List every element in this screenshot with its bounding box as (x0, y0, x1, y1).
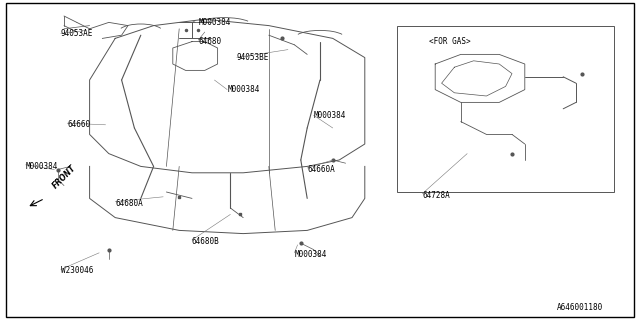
Text: 94053AE: 94053AE (61, 29, 93, 38)
Text: W230046: W230046 (61, 266, 93, 275)
Text: 64728A: 64728A (422, 191, 450, 200)
Text: FRONT: FRONT (51, 163, 78, 190)
Text: 64660A: 64660A (307, 165, 335, 174)
Text: M000384: M000384 (198, 18, 231, 27)
Bar (397, 26, 614, 192)
Text: 94053BE: 94053BE (237, 53, 269, 62)
Text: M000384: M000384 (227, 85, 260, 94)
Text: 64680: 64680 (198, 37, 221, 46)
Text: 64680A: 64680A (115, 199, 143, 208)
Text: M000384: M000384 (26, 162, 58, 171)
Text: M000384: M000384 (294, 250, 327, 259)
Text: <FOR GAS>: <FOR GAS> (429, 37, 470, 46)
Text: 64660: 64660 (67, 120, 90, 129)
Text: M000384: M000384 (314, 111, 346, 120)
Text: A646001180: A646001180 (557, 303, 603, 312)
Text: 64680B: 64680B (192, 237, 220, 246)
